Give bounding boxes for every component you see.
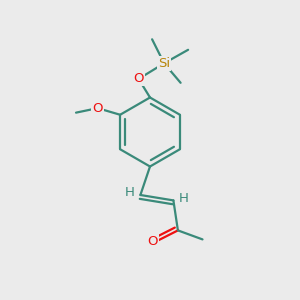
Text: H: H [125, 186, 135, 199]
Text: O: O [92, 102, 103, 115]
Text: H: H [179, 191, 189, 205]
Text: O: O [147, 235, 158, 248]
Text: Si: Si [158, 57, 170, 70]
Text: O: O [133, 72, 144, 86]
